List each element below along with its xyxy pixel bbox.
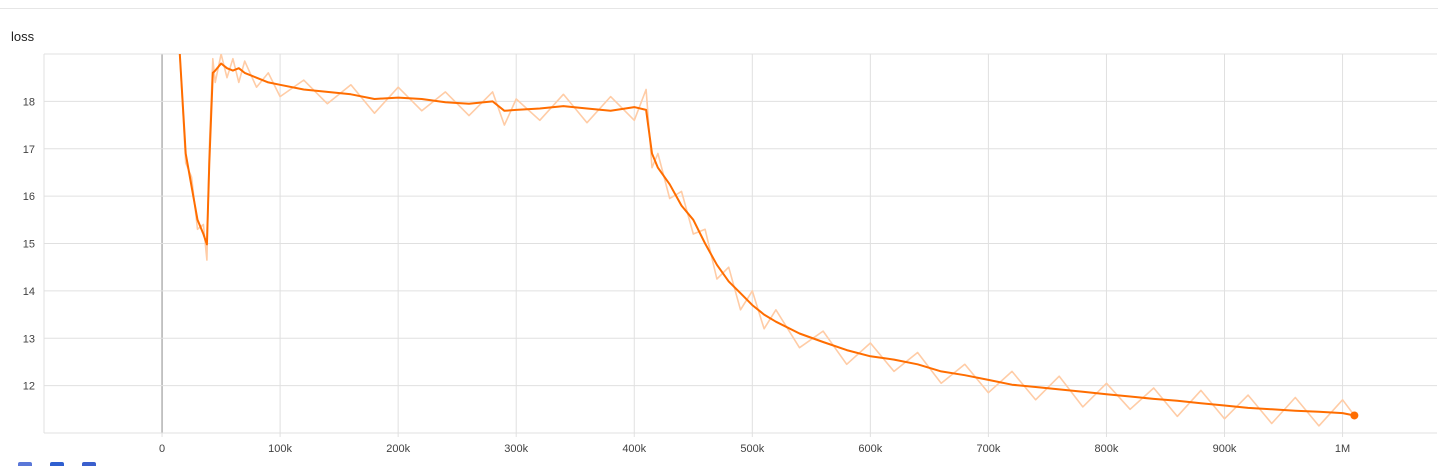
last-point-marker <box>1350 411 1359 420</box>
y-tick-label: 13 <box>23 333 35 345</box>
top-divider <box>0 8 1438 9</box>
chart-toolbar <box>16 460 116 466</box>
x-tick-label: 900k <box>1213 443 1237 455</box>
y-tick-label: 17 <box>23 144 35 156</box>
x-tick-label: 800k <box>1095 443 1119 455</box>
smoothed-loss-line <box>178 54 1355 417</box>
x-tick-label: 200k <box>386 443 410 455</box>
fit-domain-icon <box>18 462 32 466</box>
y-tick-label: 18 <box>23 96 35 108</box>
x-tick-label: 0 <box>159 443 165 455</box>
x-tick-label: 500k <box>740 443 764 455</box>
x-tick-label: 1M <box>1335 443 1350 455</box>
x-tick-label: 600k <box>858 443 882 455</box>
log-scale-icon <box>50 462 64 466</box>
download-button[interactable] <box>80 460 98 466</box>
y-tick-label: 15 <box>23 239 35 251</box>
raw-loss-line <box>179 54 1356 427</box>
log-scale-button[interactable] <box>48 460 66 466</box>
x-tick-label: 300k <box>504 443 528 455</box>
fit-domain-button[interactable] <box>16 460 34 466</box>
y-tick-label: 12 <box>23 381 35 393</box>
x-tick-label: 100k <box>268 443 292 455</box>
chart-title: loss <box>11 29 35 44</box>
y-tick-label: 14 <box>23 286 35 298</box>
y-tick-label: 16 <box>23 191 35 203</box>
x-tick-label: 700k <box>976 443 1000 455</box>
download-icon <box>82 462 96 466</box>
x-tick-label: 400k <box>622 443 646 455</box>
